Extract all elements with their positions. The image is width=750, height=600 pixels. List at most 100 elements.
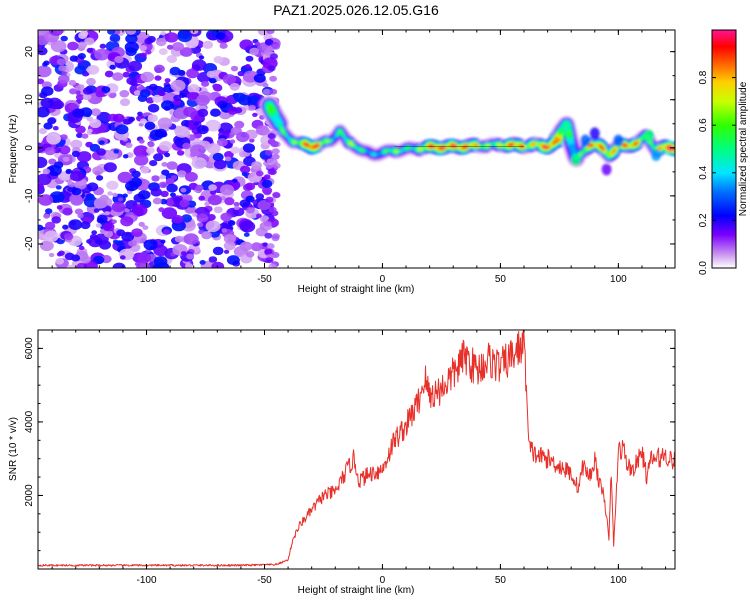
ridge-blob: [561, 120, 572, 133]
noise-blob: [75, 94, 85, 101]
noise-blob: [95, 223, 102, 228]
noise-blob: [174, 125, 190, 138]
noise-blob: [95, 238, 103, 245]
noise-blob: [144, 121, 156, 130]
x-tick-label: 0: [380, 274, 386, 285]
colorbar-tick-label: 0.0: [698, 261, 709, 275]
noise-blob: [82, 93, 92, 101]
noise-blob: [257, 30, 270, 36]
noise-blob: [241, 171, 248, 177]
noise-blob: [86, 65, 100, 75]
noise-blob: [96, 148, 106, 156]
noise-blob: [76, 132, 83, 138]
noise-blob: [68, 219, 83, 231]
noise-blob: [270, 141, 279, 147]
noise-blob: [153, 64, 165, 74]
y-tick-label: 6000: [24, 337, 35, 360]
noise-blob: [161, 207, 178, 220]
noise-blob: [61, 71, 67, 76]
noise-blob: [133, 145, 149, 158]
noise-blob: [128, 240, 137, 247]
noise-blob: [58, 145, 71, 155]
snr-frame: [37, 329, 676, 570]
noise-blob: [45, 208, 53, 214]
noise-blob: [104, 70, 114, 78]
noise-blob: [146, 147, 155, 154]
noise-blob: [195, 94, 210, 106]
noise-blob: [75, 85, 81, 91]
noise-blob: [48, 252, 55, 258]
noise-blob: [252, 112, 258, 117]
noise-blob: [207, 194, 222, 206]
noise-blob: [55, 185, 62, 190]
noise-blob: [147, 141, 155, 148]
snr-panel: -100 -50 0 50 100 2000 4000 6000 Height of stra…: [8, 329, 676, 596]
y-tick-label: 0: [24, 145, 35, 151]
noise-blob: [70, 170, 84, 182]
noise-blob: [193, 121, 199, 126]
noise-blob: [211, 261, 225, 268]
noise-blob: [245, 64, 251, 69]
noise-blob: [80, 221, 91, 230]
noise-blob: [40, 240, 54, 252]
noise-blob: [249, 47, 260, 56]
noise-blob: [212, 83, 223, 92]
colorbar-tick-label: 0.2: [698, 213, 709, 227]
y-tick-label: 2000: [24, 484, 35, 507]
spectrogram-image: [38, 30, 675, 268]
noise-blob: [172, 99, 181, 106]
noise-blob: [139, 118, 147, 124]
noise-blob: [137, 252, 152, 264]
noise-blob: [159, 141, 173, 152]
noise-blob: [227, 220, 236, 226]
noise-blob: [38, 65, 52, 78]
noise-blob: [180, 187, 187, 193]
noise-blob: [164, 152, 171, 158]
noise-blob: [245, 55, 254, 62]
noise-blob: [134, 154, 149, 166]
noise-blob: [109, 33, 121, 43]
noise-blob: [75, 125, 86, 134]
noise-blob: [263, 128, 271, 135]
noise-blob: [95, 90, 105, 98]
noise-blob: [261, 179, 273, 188]
noise-blob: [160, 190, 169, 198]
noise-blob: [124, 208, 130, 213]
noise-blob: [187, 84, 200, 94]
colorbar: 0.0 0.2 0.4 0.6 0.8 Normalized spectral ampl…: [698, 29, 749, 275]
noise-blob: [159, 174, 166, 180]
noise-blob: [69, 55, 78, 62]
noise-blob: [67, 41, 79, 51]
noise-blob: [78, 31, 88, 40]
noise-blob: [60, 35, 68, 42]
noise-blob: [82, 87, 93, 95]
noise-blob: [190, 30, 199, 35]
noise-blob: [101, 86, 111, 93]
noise-blob: [69, 103, 78, 110]
noise-blob: [84, 37, 95, 46]
noise-blob: [208, 184, 217, 191]
noise-blob: [263, 49, 272, 56]
noise-blob: [213, 159, 227, 170]
noise-blob: [164, 32, 179, 43]
noise-blob: [74, 208, 83, 215]
noise-blob: [157, 90, 166, 97]
noise-blob: [78, 245, 85, 251]
noise-blob: [125, 47, 137, 56]
noise-blob: [143, 239, 158, 251]
noise-blob: [150, 187, 162, 197]
noise-blob: [131, 170, 141, 178]
x-tick-label: -100: [137, 575, 157, 586]
noise-blob: [93, 208, 100, 213]
noise-blob: [58, 65, 67, 72]
noise-blob: [42, 168, 51, 175]
noise-blob: [80, 255, 91, 264]
y-tick-label: 10: [24, 94, 35, 106]
noise-blob: [126, 76, 137, 85]
noise-blob: [249, 138, 255, 143]
noise-blob: [259, 215, 270, 223]
noise-blob: [139, 45, 147, 51]
noise-blob: [147, 114, 158, 123]
noise-blob: [268, 206, 277, 213]
colorbar-tick-label: 0.8: [698, 70, 709, 84]
